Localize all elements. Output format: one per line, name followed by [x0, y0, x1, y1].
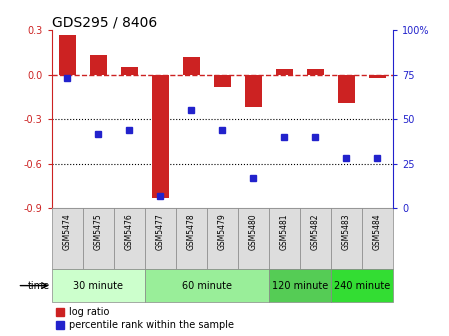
- Bar: [52, 269, 145, 302]
- Bar: [121, 67, 138, 75]
- Text: GDS295 / 8406: GDS295 / 8406: [52, 15, 157, 29]
- Bar: [362, 208, 393, 269]
- Text: GSM5481: GSM5481: [280, 213, 289, 250]
- Bar: [152, 75, 169, 198]
- Bar: [269, 208, 300, 269]
- Legend: log ratio, percentile rank within the sample: log ratio, percentile rank within the sa…: [57, 307, 234, 330]
- Bar: [307, 69, 324, 75]
- Bar: [331, 269, 393, 302]
- Text: GSM5475: GSM5475: [94, 213, 103, 250]
- Bar: [300, 208, 331, 269]
- Bar: [369, 75, 386, 78]
- Bar: [269, 269, 331, 302]
- Bar: [245, 75, 262, 108]
- Text: 60 minute: 60 minute: [182, 281, 232, 291]
- Text: 240 minute: 240 minute: [334, 281, 390, 291]
- Bar: [145, 269, 269, 302]
- Bar: [176, 208, 207, 269]
- Bar: [145, 208, 176, 269]
- Bar: [183, 57, 200, 75]
- Bar: [331, 208, 362, 269]
- Bar: [238, 208, 269, 269]
- Text: 30 minute: 30 minute: [73, 281, 123, 291]
- Bar: [59, 35, 76, 75]
- Text: GSM5478: GSM5478: [187, 213, 196, 250]
- Bar: [83, 208, 114, 269]
- Text: GSM5482: GSM5482: [311, 213, 320, 250]
- Text: 120 minute: 120 minute: [272, 281, 328, 291]
- Text: GSM5479: GSM5479: [218, 213, 227, 250]
- Text: GSM5474: GSM5474: [63, 213, 72, 250]
- Bar: [214, 75, 231, 87]
- Text: GSM5480: GSM5480: [249, 213, 258, 250]
- Text: GSM5483: GSM5483: [342, 213, 351, 250]
- Text: time: time: [28, 281, 50, 291]
- Text: GSM5477: GSM5477: [156, 213, 165, 250]
- Bar: [276, 69, 293, 75]
- Bar: [90, 55, 107, 75]
- Bar: [114, 208, 145, 269]
- Text: GSM5476: GSM5476: [125, 213, 134, 250]
- Bar: [338, 75, 355, 103]
- Text: GSM5484: GSM5484: [373, 213, 382, 250]
- Bar: [207, 208, 238, 269]
- Bar: [52, 208, 83, 269]
